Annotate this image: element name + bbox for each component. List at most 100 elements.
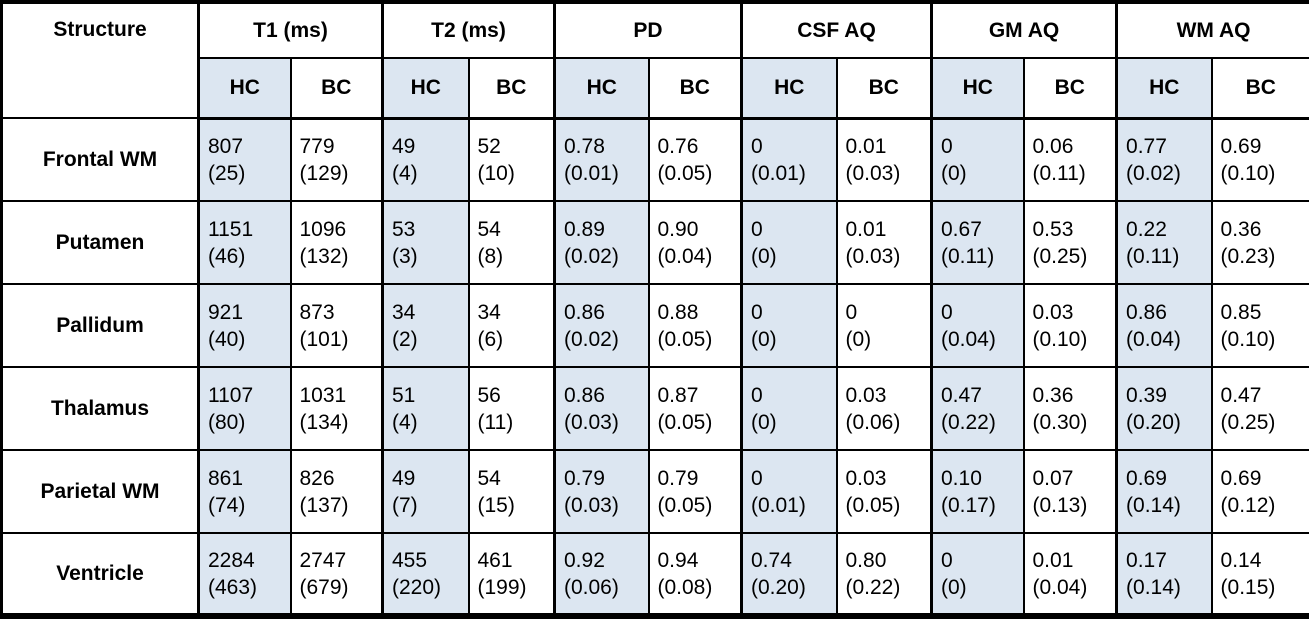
data-cell: 0 (0) bbox=[740, 283, 838, 368]
cell-value: 0 bbox=[751, 134, 763, 158]
column-group-t2: T2 (ms) bbox=[381, 1, 556, 59]
cell-value: 54 bbox=[477, 217, 501, 241]
cell-sd: (0.01) bbox=[751, 493, 806, 517]
cell-sd: (0.03) bbox=[845, 161, 901, 185]
cell-sd: (0.12) bbox=[1220, 493, 1276, 517]
cell-sd: (0) bbox=[751, 410, 777, 434]
cell-value: 49 bbox=[392, 466, 416, 490]
data-cell: 0.07 (0.13) bbox=[1022, 449, 1118, 534]
cell-sd: (0.04) bbox=[1126, 327, 1181, 351]
cell-value: 0.86 bbox=[564, 383, 605, 407]
cell-value: 0.79 bbox=[564, 466, 605, 490]
cell-sd: (80) bbox=[208, 410, 246, 434]
cell-value: 0.67 bbox=[941, 217, 982, 241]
cell-sd: (8) bbox=[477, 244, 504, 268]
subheader-hc-wm-aq: HC bbox=[1115, 57, 1213, 120]
data-cell: 0.79 (0.03) bbox=[553, 449, 650, 534]
cell-sd: (0.17) bbox=[941, 493, 996, 517]
cell-value: 0.69 bbox=[1220, 466, 1262, 490]
cell-sd: (0.23) bbox=[1220, 244, 1276, 268]
subheader-hc-csf-aq: HC bbox=[740, 57, 838, 120]
data-cell: 0.87 (0.05) bbox=[647, 366, 743, 451]
cell-sd: (40) bbox=[208, 327, 246, 351]
cell-sd: (74) bbox=[208, 493, 246, 517]
subheader-bc-t1: BC bbox=[289, 57, 384, 120]
cell-value: 0.92 bbox=[564, 548, 605, 572]
data-cell: 0.80 (0.22) bbox=[835, 532, 933, 617]
cell-sd: (0.05) bbox=[657, 327, 713, 351]
data-cell: 1107 (80) bbox=[197, 366, 292, 451]
cell-sd: (0.02) bbox=[564, 244, 619, 268]
cell-sd: (0.01) bbox=[564, 161, 619, 185]
data-cell: 0.76 (0.05) bbox=[647, 117, 743, 202]
data-cell: 2284 (463) bbox=[197, 532, 292, 617]
cell-sd: (0.05) bbox=[845, 493, 901, 517]
table-row: Ventricle 2284 (463) 2747 (679) 455 (220) 461 (1… bbox=[0, 532, 1309, 617]
data-cell: 0.89 (0.02) bbox=[553, 200, 650, 285]
data-cell: 861 (74) bbox=[197, 449, 292, 534]
row-header-structure: Putamen bbox=[0, 200, 200, 285]
cell-value: 54 bbox=[477, 466, 501, 490]
data-cell: 0.86 (0.02) bbox=[553, 283, 650, 368]
data-cell: 0.86 (0.03) bbox=[553, 366, 650, 451]
data-cell: 0 (0) bbox=[835, 283, 933, 368]
data-cell: 0.01 (0.03) bbox=[835, 200, 933, 285]
cell-sd: (0.30) bbox=[1032, 410, 1088, 434]
cell-sd: (3) bbox=[392, 244, 418, 268]
cell-value: 49 bbox=[392, 134, 416, 158]
cell-value: 0.01 bbox=[845, 134, 887, 158]
data-cell: 0.69 (0.14) bbox=[1115, 449, 1213, 534]
data-cell: 0.78 (0.01) bbox=[553, 117, 650, 202]
cell-sd: (134) bbox=[299, 410, 349, 434]
subheader-bc-wm-aq: BC bbox=[1210, 57, 1309, 120]
cell-value: 0 bbox=[751, 300, 763, 324]
cell-sd: (0.20) bbox=[1126, 410, 1181, 434]
cell-value: 826 bbox=[299, 466, 335, 490]
cell-value: 0.36 bbox=[1220, 217, 1262, 241]
cell-sd: (0.20) bbox=[751, 575, 806, 599]
cell-value: 0.01 bbox=[845, 217, 887, 241]
data-cell: 0.17 (0.14) bbox=[1115, 532, 1213, 617]
data-cell: 455 (220) bbox=[381, 532, 470, 617]
cell-sd: (0.10) bbox=[1032, 327, 1088, 351]
cell-sd: (0.11) bbox=[1032, 161, 1086, 185]
cell-value: 0.86 bbox=[564, 300, 605, 324]
data-cell: 0.47 (0.25) bbox=[1210, 366, 1309, 451]
cell-value: 1031 bbox=[299, 383, 347, 407]
cell-sd: (129) bbox=[299, 161, 349, 185]
data-cell: 53 (3) bbox=[381, 200, 470, 285]
cell-value: 0 bbox=[751, 383, 763, 407]
cell-sd: (0.01) bbox=[751, 161, 806, 185]
subheader-hc-pd: HC bbox=[553, 57, 650, 120]
data-cell: 0 (0) bbox=[740, 366, 838, 451]
cell-value: 0.85 bbox=[1220, 300, 1262, 324]
data-cell: 0 (0) bbox=[930, 532, 1025, 617]
cell-value: 0 bbox=[941, 548, 953, 572]
cell-sd: (0.11) bbox=[941, 244, 995, 268]
subheader-bc-t2: BC bbox=[467, 57, 556, 120]
cell-sd: (0.22) bbox=[941, 410, 996, 434]
cell-value: 0.76 bbox=[657, 134, 699, 158]
cell-sd: (0.03) bbox=[845, 244, 901, 268]
row-header-structure: Ventricle bbox=[0, 532, 200, 617]
cell-value: 56 bbox=[477, 383, 501, 407]
data-cell: 0.69 (0.12) bbox=[1210, 449, 1309, 534]
cell-sd: (220) bbox=[392, 575, 442, 599]
cell-sd: (0.02) bbox=[564, 327, 619, 351]
cell-sd: (463) bbox=[208, 575, 258, 599]
cell-sd: (0.13) bbox=[1032, 493, 1088, 517]
data-cell: 0.03 (0.10) bbox=[1022, 283, 1118, 368]
cell-value: 0.39 bbox=[1126, 383, 1167, 407]
data-cell: 0.85 (0.10) bbox=[1210, 283, 1309, 368]
column-group-csf-aq: CSF AQ bbox=[740, 1, 933, 59]
data-cell: 461 (199) bbox=[467, 532, 556, 617]
cell-value: 861 bbox=[208, 466, 244, 490]
cell-value: 0.10 bbox=[941, 466, 982, 490]
cell-sd: (0.04) bbox=[1032, 575, 1088, 599]
table-header: Structure T1 (ms) T2 (ms) PD CSF AQ GM A… bbox=[0, 1, 1309, 120]
cell-value: 0.03 bbox=[845, 383, 887, 407]
cell-sd: (0.15) bbox=[1220, 575, 1276, 599]
subheader-hc-gm-aq: HC bbox=[930, 57, 1025, 120]
data-cell: 54 (15) bbox=[467, 449, 556, 534]
